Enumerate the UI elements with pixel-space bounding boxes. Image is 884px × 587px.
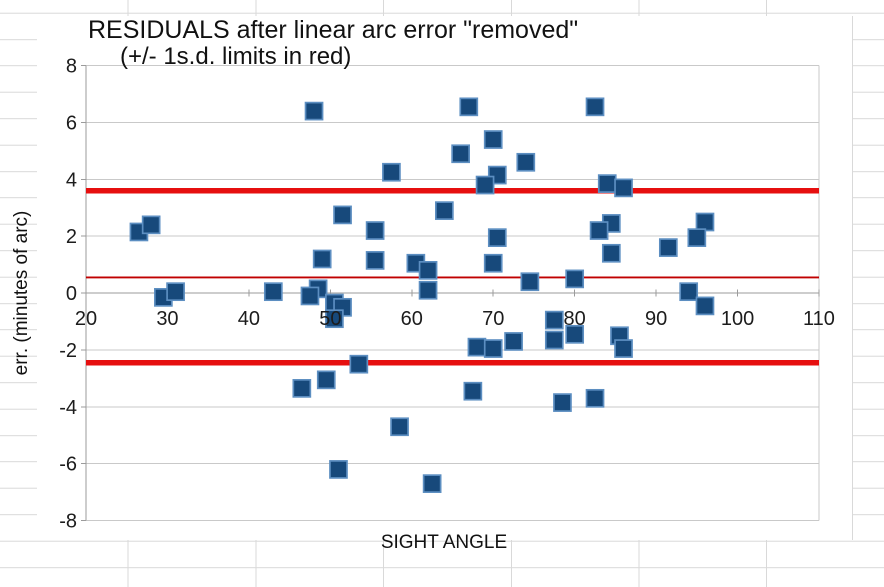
x-axis-title: SIGHT ANGLE [380, 532, 508, 553]
chart-subtitle: (+/- 1s.d. limits in red) [120, 43, 352, 70]
y-axis-title: err. (minutes of arc) [11, 210, 32, 376]
chart-object [37, 16, 853, 540]
chart-title: RESIDUALS after linear arc error "remove… [88, 16, 579, 44]
